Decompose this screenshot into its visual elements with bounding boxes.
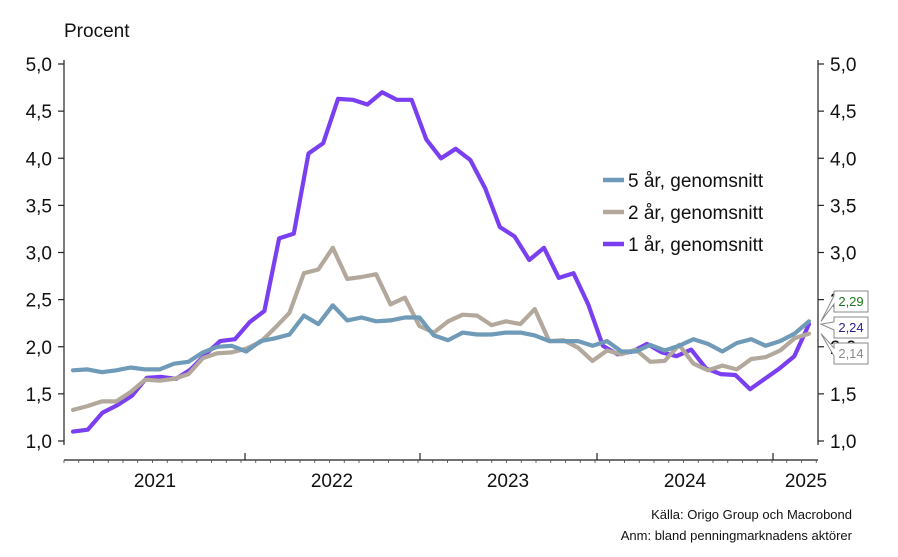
y-tick-label-right: 3,0: [830, 244, 856, 265]
y-tick-label-left: 4,0: [26, 149, 52, 170]
series-line-2: [70, 90, 812, 434]
end-labels: 2,29 2,24 2,14: [819, 290, 869, 365]
x-tick-label: 2025: [785, 471, 827, 492]
end-label-value: 2,29: [838, 294, 863, 309]
y-tick-label-left: 1,0: [26, 432, 52, 453]
legend-label: 2 år, genomsnitt: [628, 203, 764, 224]
remark-note: Anm: bland penningmarknadens aktörer: [620, 528, 852, 543]
legend: 5 år, genomsnitt 2 år, genomsnitt 1 år, ge…: [603, 171, 764, 256]
x-tick-label: 2021: [134, 471, 176, 492]
y-tick-label-left: 3,5: [26, 196, 52, 217]
y-tick-label-right: 3,5: [830, 196, 856, 217]
legend-label: 1 år, genomsnitt: [628, 235, 764, 256]
y-tick-label-right: 5,0: [830, 55, 856, 76]
end-label-box: [820, 333, 869, 365]
series-layer: [70, 90, 812, 434]
y-tick-label-right: 1,5: [830, 385, 856, 406]
y-axis-label: Procent: [64, 21, 130, 42]
axes: 1,01,01,51,52,02,02,52,53,03,03,53,54,04…: [26, 55, 857, 492]
end-label-box: [819, 316, 869, 339]
series-line-1: [70, 245, 812, 412]
y-tick-label-right: 1,0: [830, 432, 856, 453]
x-tick-label: 2022: [311, 471, 353, 492]
y-tick-label-left: 1,5: [26, 385, 52, 406]
y-tick-label-left: 2,0: [26, 338, 52, 359]
end-label-box: [820, 290, 869, 322]
y-tick-label-left: 2,5: [26, 291, 52, 312]
x-tick-label: 2023: [487, 471, 529, 492]
legend-label: 5 år, genomsnitt: [628, 171, 764, 192]
y-tick-label-left: 3,0: [26, 244, 52, 265]
y-tick-label-left: 4,5: [26, 102, 52, 123]
y-tick-label-right: 4,0: [830, 149, 856, 170]
y-tick-label-right: 4,5: [830, 102, 856, 123]
x-tick-label: 2024: [664, 471, 707, 492]
end-label-value: 2,14: [838, 346, 863, 361]
series-line-0: [70, 303, 812, 375]
y-tick-label-left: 5,0: [26, 55, 52, 76]
source-note: Källa: Origo Group och Macrobond: [651, 507, 852, 522]
end-label-value: 2,24: [838, 320, 863, 335]
